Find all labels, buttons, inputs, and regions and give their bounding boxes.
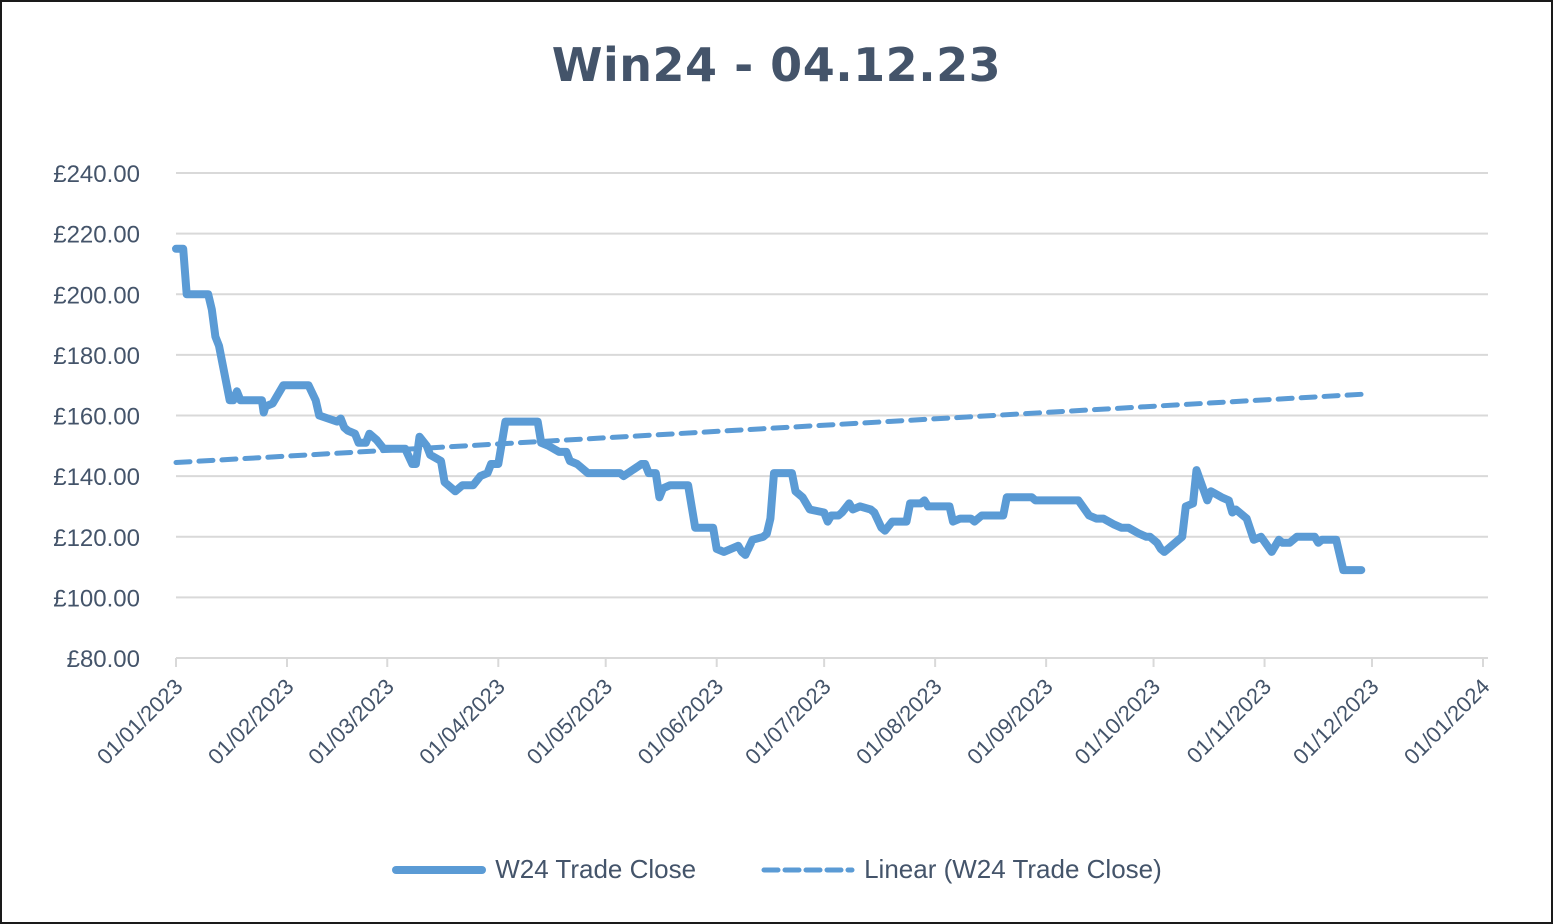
x-tick-label: 01/02/2023 bbox=[203, 674, 299, 770]
x-tick-label: 01/10/2023 bbox=[1070, 674, 1166, 770]
legend-label: W24 Trade Close bbox=[495, 854, 697, 884]
legend-item-trade-close: W24 Trade Close bbox=[391, 854, 696, 885]
chart-legend: W24 Trade Close Linear (W24 Trade Close) bbox=[2, 854, 1551, 885]
y-tick-label: £80.00 bbox=[67, 646, 140, 673]
y-tick-label: £160.00 bbox=[53, 404, 140, 431]
x-tick-label: 01/11/2023 bbox=[1182, 674, 1276, 768]
y-tick-label: £240.00 bbox=[53, 161, 140, 188]
solid-line-swatch-icon bbox=[392, 865, 487, 874]
legend-item-linear-trend: Linear (W24 Trade Close) bbox=[760, 854, 1162, 885]
x-tick-label: 01/01/2023 bbox=[92, 674, 188, 770]
x-tick-label: 01/12/2023 bbox=[1288, 674, 1384, 770]
x-tick-label: 01/06/2023 bbox=[633, 674, 729, 770]
x-tick-label: 01/03/2023 bbox=[303, 674, 399, 770]
x-tick-label: 01/08/2023 bbox=[851, 674, 947, 770]
x-tick-label: 01/09/2023 bbox=[962, 674, 1058, 770]
dashed-line-swatch-icon bbox=[761, 867, 855, 872]
x-tick-label: 01/07/2023 bbox=[740, 674, 836, 770]
y-tick-label: £180.00 bbox=[53, 343, 140, 370]
legend-label: Linear (W24 Trade Close) bbox=[864, 854, 1162, 884]
y-tick-label: £120.00 bbox=[53, 525, 140, 552]
chart-title: Win24 - 04.12.23 bbox=[551, 38, 1002, 92]
y-tick-label: £140.00 bbox=[53, 464, 140, 491]
x-tick-label: 01/05/2023 bbox=[522, 674, 618, 770]
x-axis bbox=[175, 658, 1484, 667]
trade-close-series bbox=[172, 244, 1366, 575]
x-axis-ticks: 01/01/2023 01/02/2023 01/03/2023 01/04/2023… bbox=[92, 674, 1495, 770]
trendline-series bbox=[173, 391, 1364, 465]
y-tick-label: £200.00 bbox=[53, 282, 140, 309]
x-tick-label: 01/01/2024 bbox=[1399, 674, 1495, 770]
y-tick-label: £220.00 bbox=[53, 222, 140, 249]
y-axis-ticks: £80.00 £100.00 £120.00 £140.00 £160.00 £180.0… bbox=[53, 161, 140, 673]
y-tick-label: £100.00 bbox=[53, 585, 140, 612]
x-tick-label: 01/04/2023 bbox=[414, 674, 510, 770]
gridlines bbox=[176, 172, 1488, 659]
